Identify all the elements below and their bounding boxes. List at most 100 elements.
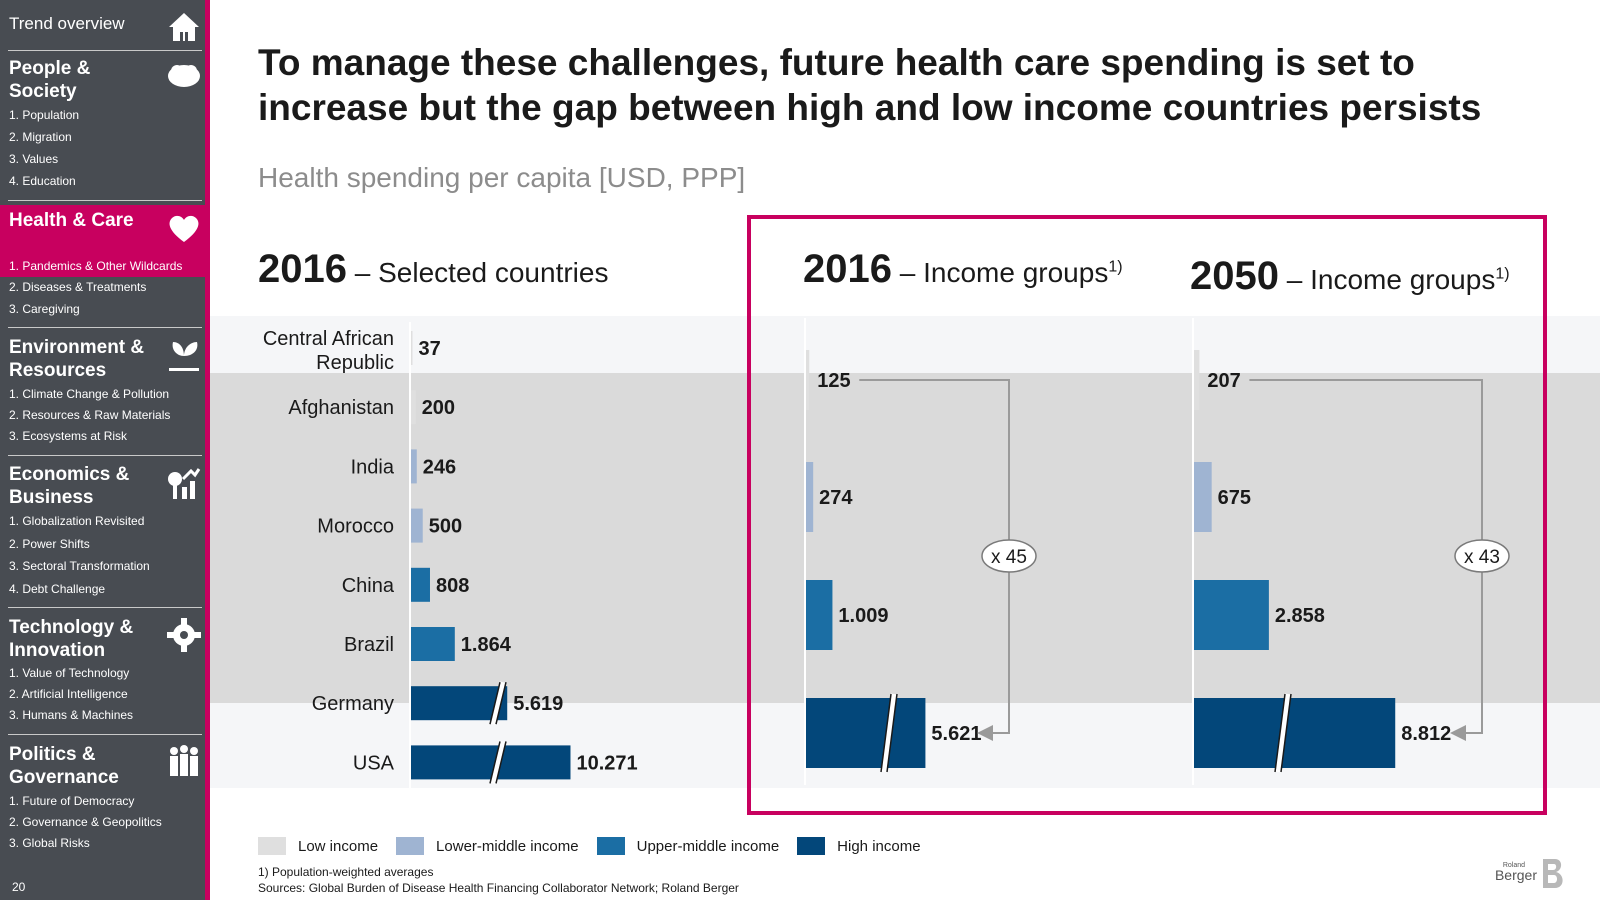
sidebar-section-technology[interactable]: Technology & Innovation 1. Value of Tech… [0,612,205,732]
sidebar-item-caregiving[interactable]: 3. Caregiving [9,302,80,316]
sidebar-item-population[interactable]: 1. Population [9,108,80,122]
sidebar-item-democracy[interactable]: 1. Future of Democracy [9,794,135,808]
axis-break-line [886,693,898,773]
data-label: 8.812 [1401,723,1451,745]
panel-year: 2016 [803,247,892,291]
footnote-sources: Sources: Global Burden of Disease Health… [258,881,739,895]
sidebar-section-health[interactable]: Health & Care 1. Pandemics & Other Wildc… [0,205,205,277]
leaf-icon [165,336,203,374]
sidebar-section-people[interactable]: People & Society 1. Population 2. Migrat… [0,53,205,199]
sidebar-item-governance[interactable]: 2. Governance & Geopolitics [9,815,162,829]
sidebar-item-humans-machines[interactable]: 3. Humans & Machines [9,708,134,722]
sidebar-item-globalization[interactable]: 1. Globalization Revisited [9,514,145,528]
data-label: 5.621 [931,723,981,745]
sidebar-item-global-risks[interactable]: 3. Global Risks [9,836,90,850]
data-label: 808 [436,575,469,597]
multiplier-bracket [1249,379,1483,734]
bar-china [411,567,430,602]
roland-berger-logo: Roland Berger [1495,856,1571,892]
footnote-note: 1) Population-weighted averages [258,865,434,879]
axis-break-line [880,693,892,773]
background-band-top [210,316,1600,373]
page-number: 20 [12,880,26,894]
bar-high [806,698,926,768]
sidebar-item-diseases[interactable]: 2. Diseases & Treatments [9,280,147,294]
legend-label: Upper-middle income [636,837,780,855]
axis-break-line [489,682,501,725]
bar-usa [411,745,571,780]
sidebar-section-title: Economics & Business [9,464,130,508]
legend-label: Lower-middle income [436,837,579,855]
sidebar-section-title: People & Society [9,58,91,102]
bar-low [806,350,810,410]
income-groups-highlight-box [747,215,1547,815]
legend-item-upper-middle: Upper-middle income [596,837,780,855]
sidebar-divider [8,200,202,201]
sidebar-item-ai[interactable]: 2. Artificial Intelligence [9,687,128,701]
sidebar-item-climate[interactable]: 1. Climate Change & Pollution [9,387,170,401]
sidebar-item-value-tech[interactable]: 1. Value of Technology [9,666,130,680]
panel-title-income-2016: 2016 – Income groups1) [803,247,1123,292]
category-label: Brazil [344,634,394,656]
logo-text-small: Roland [1503,862,1525,869]
sidebar-divider [8,455,202,456]
sidebar-section-title: Technology & Innovation [9,617,134,661]
panel-year: 2050 [1190,254,1279,298]
sidebar-section-title: Environment & Resources [9,337,145,381]
footnotes: 1) Population-weighted averages Sources:… [258,864,739,896]
trend-overview-label: Trend overview [9,14,125,33]
bracket-arrowhead [977,725,993,741]
multiplier-badge [1454,539,1510,573]
sidebar-item-pandemics[interactable]: 1. Pandemics & Other Wildcards [9,259,183,273]
bracket-arrowhead [1450,725,1466,741]
trend-overview-link[interactable]: Trend overview [0,0,205,50]
sidebar-item-migration[interactable]: 2. Migration [9,130,72,144]
data-label: 246 [423,456,456,478]
sidebar-item-sectoral[interactable]: 3. Sectoral Transformation [9,559,150,573]
data-label: 207 [1207,370,1240,392]
axis-break-gap [1275,693,1291,773]
sidebar-item-ecosystems[interactable]: 3. Ecosystems at Risk [9,429,128,443]
sidebar-item-power-shifts[interactable]: 2. Power Shifts [9,537,90,551]
data-label: 200 [422,397,455,419]
axis-break-line [1274,693,1286,773]
page-subtitle: Health spending per capita [USD, PPP] [258,162,746,193]
sidebar-item-debt[interactable]: 4. Debt Challenge [9,582,106,596]
legend-label: High income [837,837,921,855]
category-label: Republic [316,352,394,374]
bar-germany [411,686,508,721]
sidebar-item-resources[interactable]: 2. Resources & Raw Materials [9,408,171,422]
panel-label: – Income groups [899,257,1109,288]
panel-label: – Income groups [1286,264,1496,295]
sidebar-item-education[interactable]: 4. Education [9,174,76,188]
legend-item-high: High income [797,837,921,855]
bar-upper-middle [1194,580,1269,650]
legend-swatch [797,837,826,855]
business-icon [165,465,203,503]
sidebar-section-environment[interactable]: Environment & Resources 1. Climate Chang… [0,332,205,452]
sidebar-divider [8,327,202,328]
multiplier-label: x 43 [1464,547,1500,568]
sidebar-section-title: Health & Care [9,210,134,231]
sidebar-section-economics[interactable]: Economics & Business 1. Globalization Re… [0,459,205,604]
data-label: 5.619 [513,693,563,715]
bar-india [411,449,417,484]
sidebar-item-values[interactable]: 3. Values [9,152,59,166]
bar-high [1194,698,1396,768]
panel-label: – Selected countries [354,257,609,288]
category-label: Afghanistan [288,397,394,419]
axis-break-gap [490,740,506,785]
sidebar-section-politics[interactable]: Politics & Governance 1. Future of Democ… [0,739,205,859]
legend-label: Low income [298,837,379,855]
sidebar-section-title: Politics & Governance [9,744,119,788]
data-label: 37 [419,338,441,360]
heart-icon [165,209,203,247]
legend-swatch [258,837,286,855]
legend-swatch [396,837,425,855]
axis-break-line [495,741,507,784]
data-label: 125 [817,370,850,392]
legend-swatch [596,837,625,855]
gear-icon [165,616,203,654]
